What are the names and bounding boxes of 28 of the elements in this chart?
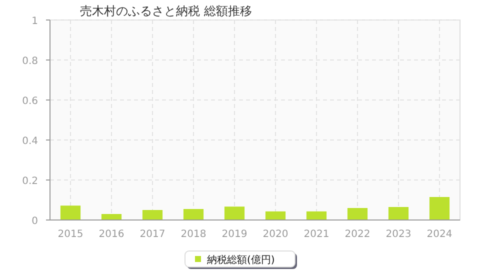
y-tick-label: 0.8 xyxy=(22,56,38,67)
x-tick-label: 2017 xyxy=(140,229,166,240)
y-tick-label: 0.2 xyxy=(22,176,38,187)
x-tick-label: 2024 xyxy=(426,229,452,240)
bar xyxy=(60,206,81,220)
bar xyxy=(347,208,368,220)
bar xyxy=(142,210,163,220)
x-tick-label: 2020 xyxy=(262,229,288,240)
x-tick-label: 2021 xyxy=(304,229,330,240)
x-tick-label: 2022 xyxy=(344,229,370,240)
x-tick-label: 2018 xyxy=(180,229,206,240)
x-tick-label: 2015 xyxy=(58,229,84,240)
y-tick-label: 1 xyxy=(32,16,38,27)
x-tick-label: 2023 xyxy=(386,229,412,240)
x-tick-label: 2016 xyxy=(98,229,124,240)
bar xyxy=(388,207,409,220)
bar xyxy=(429,197,450,220)
chart-title: 売木村のふるさと納税 総額推移 xyxy=(80,4,252,18)
y-tick-label: 0.6 xyxy=(22,96,38,107)
y-tick-label: 0 xyxy=(32,216,38,227)
bar xyxy=(224,206,245,220)
y-tick-label: 0.4 xyxy=(22,136,38,147)
bar xyxy=(101,214,122,220)
legend-label: 納税総額(億円) xyxy=(207,254,275,266)
x-tick-label: 2019 xyxy=(222,229,248,240)
bar xyxy=(183,209,204,220)
bar xyxy=(306,211,327,220)
bar xyxy=(265,211,286,220)
